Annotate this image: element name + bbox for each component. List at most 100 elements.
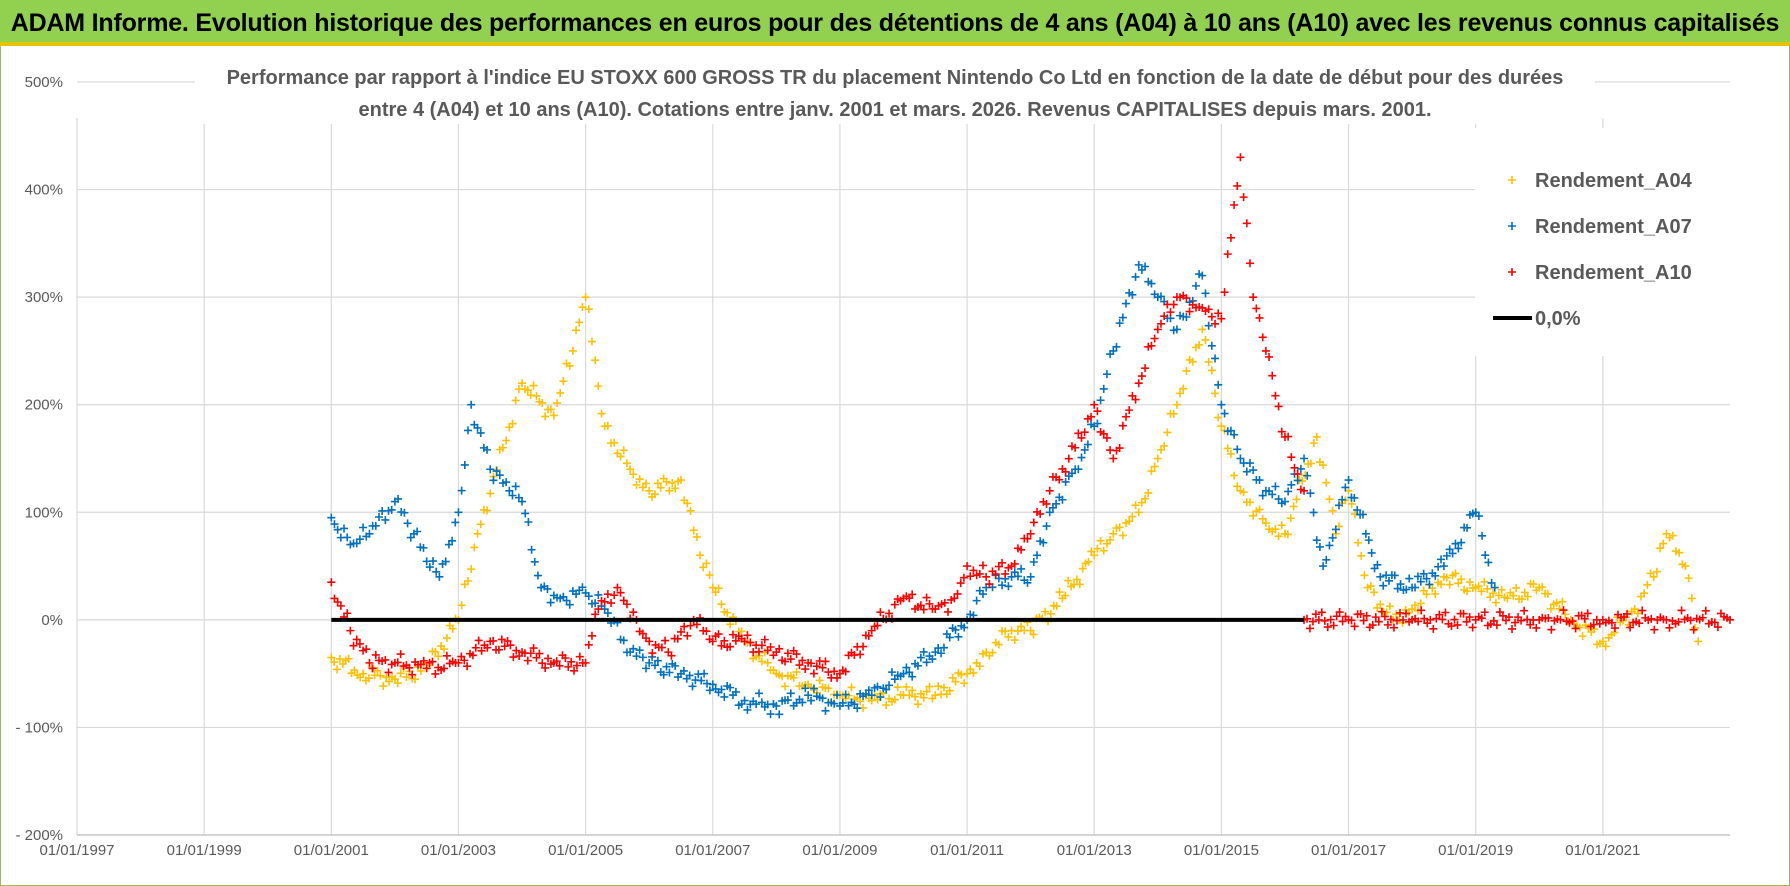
scatter-point [1274,495,1283,504]
scatter-point [632,480,641,489]
scatter-point [934,682,943,691]
scatter-point [1204,305,1213,314]
scatter-point [908,672,917,681]
scatter-point [1726,615,1734,624]
y-tick-label: 400% [25,182,63,199]
scatter-point [657,643,666,652]
scatter-point [1211,319,1220,328]
scatter-point [381,515,390,524]
scatter-point [781,657,790,666]
scatter-point [1547,625,1556,634]
scatter-point [1511,618,1520,627]
scatter-point [1239,193,1248,202]
scatter-point [1474,512,1483,521]
scatter-point [1309,508,1318,517]
scatter-point [1520,606,1529,615]
scatter-point [394,494,403,503]
scatter-point [645,658,654,667]
series-Rendement_A10 [327,153,1309,682]
scatter-point [1344,476,1353,485]
scatter-point [1489,616,1498,625]
scatter-point [1373,560,1382,569]
scatter-point [505,486,514,495]
scatter-point [463,576,472,585]
scatter-point [916,653,925,662]
scatter-point [1643,580,1652,589]
scatter-point [1497,585,1506,594]
scatter-point [561,654,570,663]
scatter-point [1689,625,1698,634]
scatter-point [683,631,692,640]
scatter-point [812,662,821,671]
scatter-point [393,679,402,688]
scatter-point [1623,609,1632,618]
scatter-point [1226,233,1235,242]
scatter-point [1457,575,1466,584]
scatter-point [1122,299,1131,308]
scatter-point [821,706,830,715]
scatter-point [1115,444,1124,453]
scatter-point [1435,610,1444,619]
scatter-point [1668,531,1677,540]
scatter-point [650,661,659,670]
scatter-point [1017,545,1026,554]
scatter-point [1390,571,1399,580]
scatter-point [1319,562,1328,571]
scatter-point [1118,531,1127,540]
scatter-point [1710,618,1719,627]
scatter-point [419,543,428,552]
scatter-point [1226,449,1235,458]
scatter-point [622,459,631,468]
scatter-point [1484,558,1493,567]
scatter-point [1422,590,1431,599]
scatter-point [1558,597,1567,606]
scatter-point [656,483,665,492]
scatter-point [1289,502,1298,511]
y-tick-label: 300% [25,289,63,306]
scatter-point [939,643,948,652]
scatter-point [359,669,368,678]
scatter-point [847,683,856,692]
scatter-point [1320,616,1329,625]
scatter-point [1420,614,1429,623]
scatter-point [1583,609,1592,618]
scatter-point [411,675,420,684]
scatter-point [667,651,676,660]
y-tick-label: 200% [25,397,63,414]
scatter-point [441,557,450,566]
x-tick-label: 01/01/2003 [421,842,496,859]
scatter-point [913,700,922,709]
scatter-point [408,670,417,679]
scatter-point [1662,615,1671,624]
scatter-point [792,668,801,677]
scatter-point [743,631,752,640]
scatter-point [1160,441,1169,450]
scatter-point [890,695,899,704]
scatter-point [676,476,685,485]
scatter-point [508,491,517,500]
scatter-point [1265,352,1274,361]
scatter-point [1029,630,1038,639]
scatter-point [483,643,492,652]
scatter-point [541,412,550,421]
scatter-point [1580,614,1589,623]
x-tick-label: 01/01/2019 [1438,842,1513,859]
scatter-point [966,572,975,581]
scatter-point [1386,615,1395,624]
scatter-point [1328,506,1337,515]
scatter-point [1437,580,1446,589]
scatter-point [1504,613,1513,622]
scatter-point [1048,503,1057,512]
scatter-point [1431,589,1440,598]
scatter-point [1239,488,1248,497]
legend-plus-marker [1508,222,1516,230]
scatter-point [1520,588,1529,597]
scatter-point [700,669,709,678]
scatter-point [1357,551,1366,560]
scatter-point [1674,617,1683,626]
scatter-point [1311,610,1320,619]
scatter-point [1064,576,1073,585]
scatter-point [795,661,804,670]
scatter-point [1450,615,1459,624]
scatter-point [1328,533,1337,542]
